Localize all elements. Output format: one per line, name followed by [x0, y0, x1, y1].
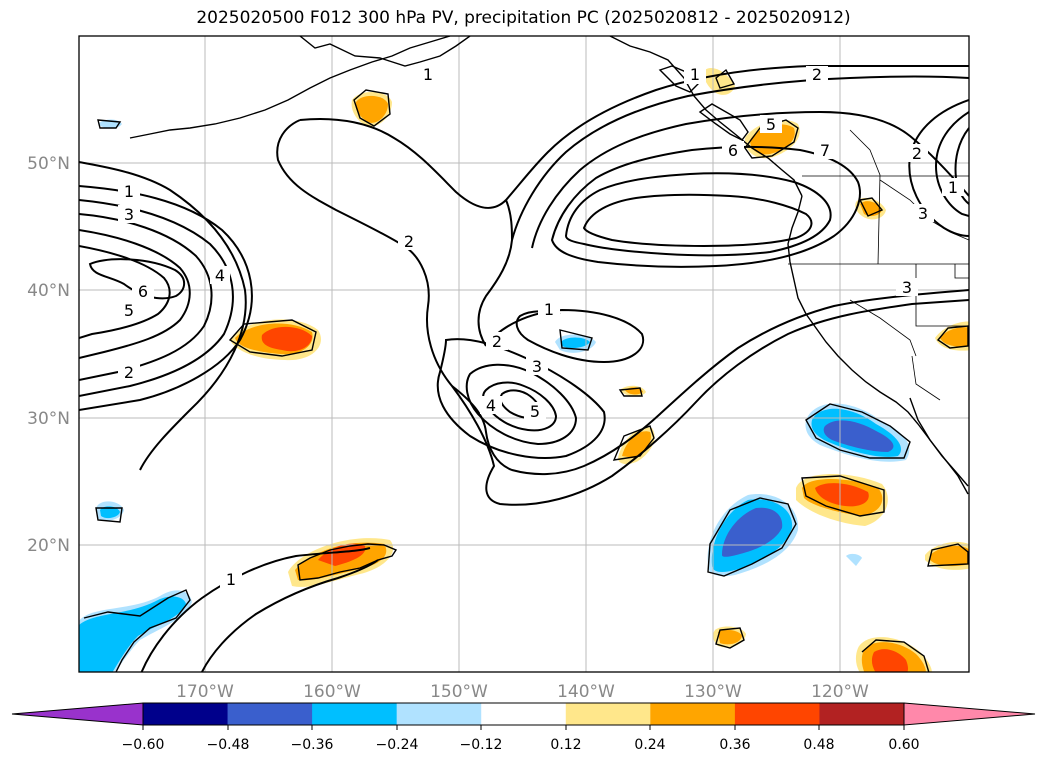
- pv-label: 1: [226, 570, 236, 589]
- pv-label: 2: [492, 332, 502, 351]
- pv-label: 5: [766, 115, 776, 134]
- coastlines: [83, 36, 969, 672]
- longitude-labels: 170°W 160°W 150°W 140°W 130°W 120°W: [176, 682, 869, 702]
- pv-label: 5: [124, 301, 134, 320]
- colorbar-tick-label: 0.12: [550, 737, 581, 753]
- pv-label: 4: [215, 266, 225, 285]
- colorbar-tick-label: −0.24: [376, 737, 419, 753]
- colorbar-ticks: [142, 725, 905, 730]
- lon-label: 140°W: [557, 682, 615, 702]
- lon-label: 130°W: [684, 682, 742, 702]
- gridlines: [79, 36, 969, 672]
- pv-label: 1: [948, 178, 958, 197]
- precip-positive-patch: [930, 545, 969, 567]
- colorbar-bin: [650, 703, 736, 725]
- precip-positive-patch: [815, 483, 869, 507]
- precip-negative-patch: [823, 420, 894, 452]
- lat-label: 40°N: [27, 281, 70, 301]
- precip-positive-patch: [703, 67, 735, 95]
- precip-anomaly-shading: [79, 67, 969, 672]
- precip-negative-patch: [846, 553, 862, 566]
- pv-label: 2: [912, 144, 922, 163]
- colorbar-bin: [565, 703, 651, 725]
- colorbar: −0.60 −0.48 −0.36 −0.24 −0.12 0.12 0.24 …: [11, 702, 1036, 753]
- precip-positive-patch: [261, 326, 312, 352]
- pv-label: 2: [812, 65, 822, 84]
- pv-label: 1: [544, 300, 554, 319]
- pv-label: 7: [820, 141, 830, 160]
- colorbar-extend-under: [11, 702, 144, 726]
- pv-contour-labels: 1 3 6 5 2 4 2 1 2 3 4 5 1 2: [118, 65, 964, 589]
- precip-negative-patch: [100, 506, 120, 519]
- lon-label: 150°W: [430, 682, 488, 702]
- pv-label: 5: [530, 402, 540, 421]
- precip-positive-patch: [718, 629, 742, 645]
- colorbar-tick-label: 0.24: [634, 737, 665, 753]
- pv-label: 2: [404, 232, 414, 251]
- colorbar-tick-label: 0.36: [719, 737, 750, 753]
- pv-label: 1: [423, 65, 433, 84]
- colorbar-tick-label: 0.48: [803, 737, 834, 753]
- precip-negative-patch: [79, 596, 186, 672]
- pv-label: 1: [124, 182, 134, 201]
- pv-label: 3: [918, 204, 928, 223]
- precip-negative-patch: [561, 337, 590, 349]
- colorbar-bins: [142, 702, 905, 726]
- map-plot-area: 1 3 6 5 2 4 2 1 2 3 4 5 1 2: [78, 35, 970, 673]
- colorbar-tick-label: −0.12: [460, 737, 503, 753]
- lat-label: 20°N: [27, 536, 70, 556]
- colorbar-bin: [734, 703, 820, 725]
- lon-label: 170°W: [176, 682, 234, 702]
- colorbar-bin: [143, 703, 228, 725]
- colorbar-bin: [396, 703, 482, 725]
- pv-label: 4: [486, 396, 496, 415]
- colorbar-tick-label: −0.60: [122, 737, 165, 753]
- map-title: 2025020500 F012 300 hPa PV, precipitatio…: [196, 8, 851, 28]
- precip-positive-patch: [318, 543, 366, 566]
- colorbar-bin: [819, 703, 905, 725]
- lat-label: 30°N: [27, 409, 70, 429]
- pv-label: 6: [728, 141, 738, 160]
- precip-positive-patch: [355, 95, 388, 123]
- pv-label: 3: [532, 357, 542, 376]
- colorbar-bin: [227, 703, 313, 725]
- lat-label: 50°N: [27, 154, 70, 174]
- colorbar-tick-label: 0.60: [888, 737, 919, 753]
- pv-label: 3: [902, 278, 912, 297]
- lon-label: 120°W: [811, 682, 869, 702]
- pv-label: 3: [124, 205, 134, 224]
- colorbar-tick-label: −0.48: [207, 737, 250, 753]
- colorbar-extend-over: [903, 702, 1036, 726]
- latitude-labels: 50°N 40°N 30°N 20°N: [27, 154, 70, 556]
- pv-label: 6: [138, 282, 148, 301]
- pv-label: 2: [124, 363, 134, 382]
- precip-positive-patch: [940, 327, 969, 347]
- pv-label: 1: [690, 65, 700, 84]
- colorbar-bin: [481, 703, 567, 725]
- map-frame: [78, 35, 970, 673]
- colorbar-tick-labels: −0.60 −0.48 −0.36 −0.24 −0.12 0.12 0.24 …: [122, 737, 920, 753]
- colorbar-bin: [312, 703, 398, 725]
- lon-label: 160°W: [303, 682, 361, 702]
- precip-positive-patch: [871, 649, 908, 672]
- colorbar-tick-label: −0.36: [291, 737, 334, 753]
